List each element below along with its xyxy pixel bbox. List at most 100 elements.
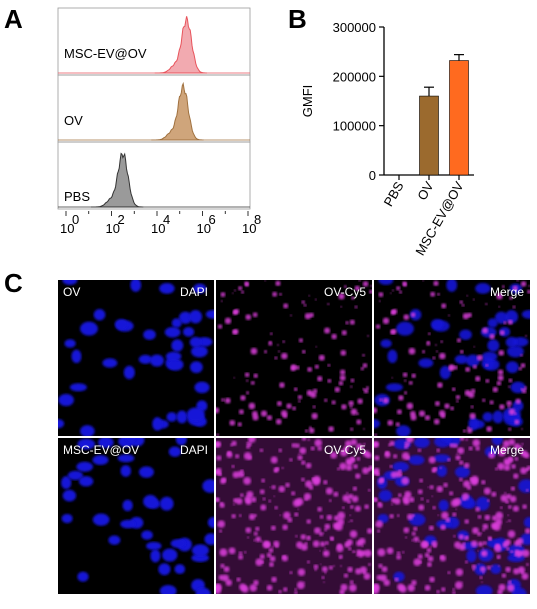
cy5-signal [398, 469, 402, 473]
nucleus [138, 466, 154, 478]
cy5-signal [331, 400, 336, 405]
nucleus [97, 438, 114, 448]
cy5-signal [306, 560, 310, 564]
cy5-signal [457, 447, 465, 455]
cy5-signal [391, 309, 395, 314]
cy5-signal [396, 554, 402, 560]
cy5-signal [439, 466, 442, 470]
nucleus [202, 479, 214, 493]
cy5-signal [289, 571, 293, 575]
cy5-signal [494, 544, 502, 553]
cy5-signal [311, 477, 315, 481]
nucleus [150, 549, 161, 563]
cy5-signal [350, 427, 354, 431]
y-tick-label: 200000 [333, 69, 376, 84]
nucleus [385, 383, 403, 392]
cy5-signal [477, 541, 484, 547]
cy5-signal [417, 553, 423, 560]
cy5-signal [231, 513, 236, 519]
cy5-signal [411, 373, 416, 379]
cy5-signal [278, 590, 282, 594]
cy5-signal [279, 382, 285, 388]
cy5-signal [340, 565, 342, 567]
cy5-signal [507, 530, 516, 538]
cy5-signal [507, 405, 511, 409]
cy5-signal [322, 550, 330, 557]
cy5-signal [286, 403, 292, 409]
cy5-signal [471, 564, 477, 570]
cy5-signal [417, 448, 422, 453]
cy5-signal [312, 475, 321, 484]
nucleus [505, 361, 519, 374]
cy5-signal [339, 374, 346, 381]
cy5-signal [512, 305, 516, 309]
cy5-signal [454, 581, 463, 590]
cy5-signal [418, 540, 421, 543]
cy5-signal [403, 498, 410, 505]
cy5-signal [298, 546, 302, 550]
cy5-signal [462, 497, 466, 501]
cy5-signal [298, 399, 301, 403]
cy5-signal [499, 330, 505, 336]
cy5-signal [226, 450, 232, 456]
cy5-signal [477, 550, 479, 552]
nucleus [158, 563, 171, 576]
cy5-signal [307, 367, 313, 372]
cy5-signal [303, 303, 307, 307]
nucleus [161, 548, 178, 562]
cy5-signal [318, 531, 324, 537]
cy5-signal [365, 386, 369, 390]
cy5-signal [439, 352, 446, 360]
cy5-signal [498, 449, 506, 457]
cy5-signal [245, 527, 252, 534]
nucleus [168, 358, 184, 371]
cy5-signal [521, 427, 523, 430]
nucleus [170, 538, 186, 548]
cy5-signal [465, 367, 471, 372]
cy5-signal [472, 568, 475, 572]
cy5-signal [412, 513, 416, 517]
cy5-signal [216, 441, 222, 448]
cy5-signal [520, 363, 526, 368]
cy5-signal [462, 429, 467, 433]
cy5-signal [459, 349, 464, 354]
nucleus [152, 417, 163, 431]
cy5-signal [249, 584, 258, 592]
cy5-signal [508, 438, 516, 446]
cy5-signal [314, 298, 317, 301]
cy5-signal [247, 536, 250, 539]
cy5-signal [354, 285, 360, 291]
cy5-signal [311, 412, 318, 420]
cy5-signal [314, 364, 319, 369]
nucleus [189, 361, 203, 374]
cy5-signal [356, 419, 362, 425]
cy5-signal [250, 380, 255, 385]
cy5-signal [511, 464, 516, 469]
cy5-signal [363, 442, 366, 446]
cy5-signal [477, 515, 482, 519]
cy5-signal [330, 451, 338, 459]
cy5-signal [296, 581, 305, 590]
cy5-signal [233, 376, 236, 379]
cy5-signal [246, 391, 250, 395]
cy5-signal [395, 422, 400, 427]
cy5-signal [448, 314, 450, 317]
cy5-signal [524, 528, 530, 534]
nucleus [459, 329, 472, 340]
cy5-signal [417, 489, 423, 495]
cy5-signal [301, 300, 305, 304]
cy5-signal [279, 292, 282, 296]
nucleus [204, 533, 214, 546]
cy5-signal [402, 281, 407, 286]
cy5-signal [250, 347, 258, 355]
nucleus [71, 349, 82, 364]
nucleus [168, 446, 182, 457]
cy5-signal [324, 571, 327, 574]
cy5-signal [350, 378, 355, 383]
cy5-signal [505, 460, 509, 464]
cy5-signal [314, 527, 321, 535]
cy5-signal [308, 294, 311, 297]
cy5-signal [247, 438, 256, 443]
nucleus [468, 417, 479, 431]
cy5-signal [389, 464, 393, 468]
